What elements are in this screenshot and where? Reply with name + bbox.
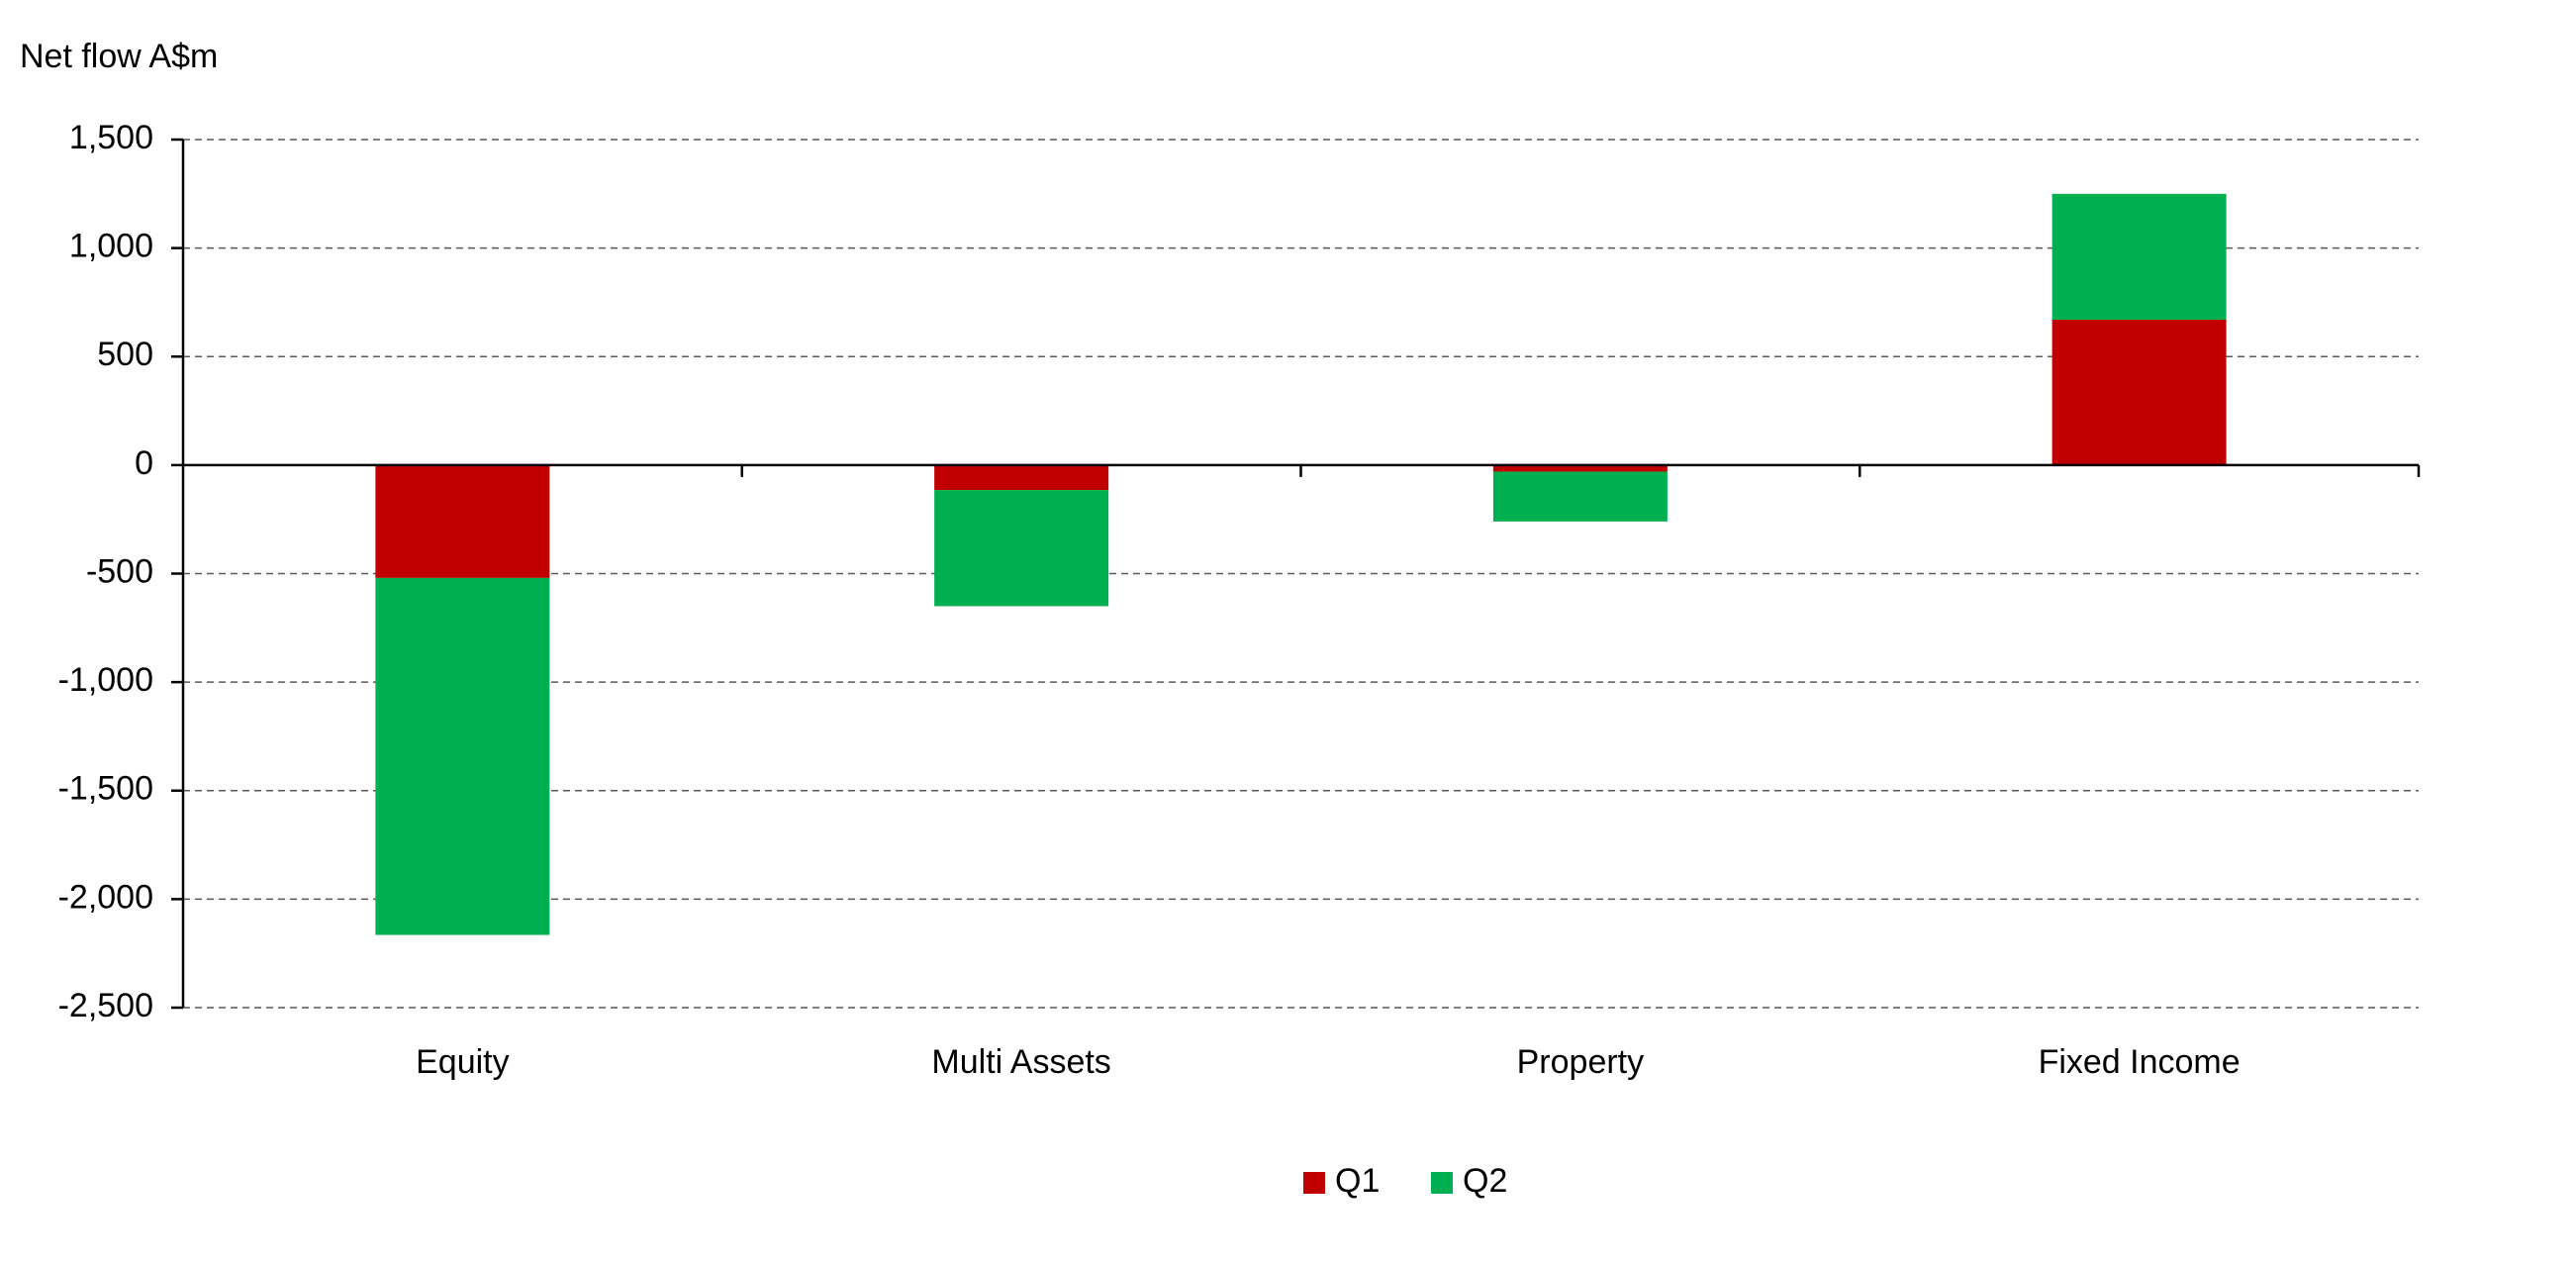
x-tick-label: Fixed Income bbox=[2039, 1043, 2241, 1081]
y-tick-label: 0 bbox=[135, 444, 153, 482]
y-tick-label: 1,000 bbox=[69, 228, 153, 265]
y-tick-label: -1,500 bbox=[58, 770, 153, 808]
x-tick-label: Property bbox=[1517, 1043, 1645, 1081]
bar-segment bbox=[934, 490, 1109, 607]
y-tick-label: -2,500 bbox=[58, 987, 153, 1024]
bar-segment bbox=[2051, 319, 2227, 465]
bar-segment bbox=[1492, 464, 1668, 472]
legend-swatch bbox=[1303, 1172, 1325, 1194]
bar-segment bbox=[2051, 193, 2227, 320]
y-tick-label: -1,000 bbox=[58, 661, 153, 699]
bar-segment bbox=[375, 577, 550, 935]
y-axis-title: Net flow A$m bbox=[20, 38, 218, 75]
y-tick-label: -2,000 bbox=[58, 878, 153, 916]
x-tick-label: Multi Assets bbox=[931, 1043, 1110, 1081]
bar-segment bbox=[934, 464, 1109, 491]
y-tick-label: -500 bbox=[86, 552, 153, 590]
bar-segment bbox=[375, 464, 550, 578]
legend-label: Q1 bbox=[1335, 1162, 1380, 1200]
x-tick-label: Equity bbox=[416, 1043, 510, 1081]
y-tick-label: 500 bbox=[97, 336, 153, 373]
bar-segment bbox=[1492, 471, 1668, 522]
legend-label: Q2 bbox=[1463, 1162, 1507, 1200]
y-tick-label: 1,500 bbox=[69, 119, 153, 156]
legend-swatch bbox=[1431, 1172, 1453, 1194]
